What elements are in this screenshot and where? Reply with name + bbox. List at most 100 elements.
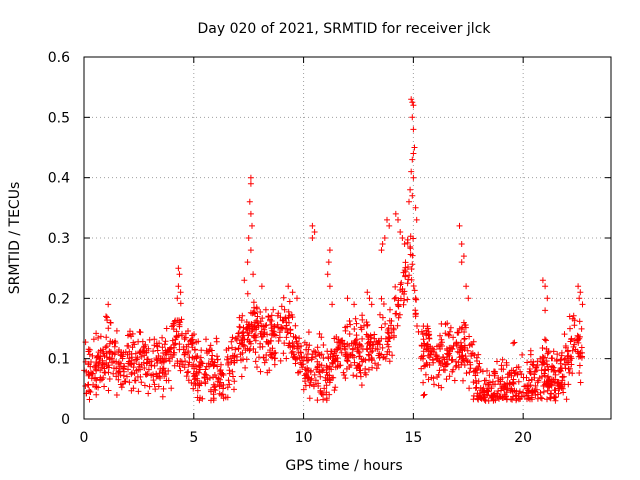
data-point xyxy=(109,350,116,357)
data-point xyxy=(525,387,532,394)
data-point xyxy=(269,345,276,352)
data-point xyxy=(224,384,231,391)
data-point xyxy=(367,332,374,339)
data-point xyxy=(264,338,271,345)
data-point xyxy=(528,376,535,383)
data-point xyxy=(394,322,401,329)
data-point xyxy=(126,355,133,362)
data-point xyxy=(247,210,254,217)
data-point xyxy=(464,358,471,365)
data-point xyxy=(381,235,388,241)
chart-title: Day 020 of 2021, SRMTID for receiver jlc… xyxy=(198,21,492,37)
x-tick-label: 5 xyxy=(189,430,198,446)
data-point xyxy=(488,392,495,399)
data-point xyxy=(259,315,266,322)
data-point xyxy=(384,327,391,333)
data-point xyxy=(430,359,437,366)
x-tick-label: 20 xyxy=(514,430,532,446)
data-point xyxy=(533,364,540,370)
data-point xyxy=(107,319,114,326)
data-point xyxy=(217,370,224,377)
data-point xyxy=(258,322,265,329)
data-point xyxy=(132,356,139,363)
data-point xyxy=(231,357,238,364)
data-point xyxy=(113,373,120,380)
data-point xyxy=(85,346,92,353)
data-point xyxy=(527,370,534,377)
data-point xyxy=(128,371,135,378)
data-point xyxy=(230,373,236,380)
data-point xyxy=(420,392,427,399)
data-point xyxy=(474,390,481,397)
data-point xyxy=(358,356,365,363)
data-point xyxy=(456,349,463,356)
data-point xyxy=(286,298,293,305)
data-point xyxy=(202,379,209,385)
data-point xyxy=(539,345,546,351)
data-point xyxy=(384,216,390,223)
data-point xyxy=(353,365,360,372)
data-point xyxy=(493,393,500,399)
data-point xyxy=(502,383,509,390)
data-point xyxy=(128,387,135,394)
data-point xyxy=(409,192,416,199)
data-point xyxy=(576,318,583,325)
data-point xyxy=(142,371,149,378)
data-point xyxy=(510,340,517,347)
data-point xyxy=(187,337,194,344)
data-point xyxy=(308,375,315,382)
data-point xyxy=(434,374,441,380)
data-point xyxy=(298,353,305,360)
data-point xyxy=(364,289,371,296)
data-point xyxy=(343,357,350,364)
data-point xyxy=(477,395,484,401)
data-point xyxy=(92,366,99,373)
x-tick-label: 0 xyxy=(80,430,89,446)
data-point xyxy=(225,377,232,384)
data-point xyxy=(139,348,146,355)
x-tick-label: 10 xyxy=(295,430,313,446)
data-point xyxy=(337,345,344,352)
data-point xyxy=(405,264,411,270)
data-point xyxy=(154,347,161,354)
data-point xyxy=(213,338,220,345)
data-point xyxy=(348,340,355,347)
data-point xyxy=(174,295,181,302)
data-point xyxy=(159,393,166,400)
data-point xyxy=(570,312,577,319)
data-point xyxy=(280,350,287,357)
data-point xyxy=(507,387,514,394)
data-point xyxy=(405,276,412,283)
data-point xyxy=(247,247,254,254)
data-point xyxy=(241,277,248,284)
data-point xyxy=(251,323,258,330)
data-point xyxy=(388,329,395,336)
data-point xyxy=(503,396,510,403)
data-point xyxy=(90,336,97,343)
data-point xyxy=(304,351,311,357)
data-point xyxy=(198,380,205,387)
data-point xyxy=(363,331,370,338)
data-point xyxy=(513,395,520,402)
data-point xyxy=(339,337,346,344)
data-point xyxy=(231,386,237,393)
data-point xyxy=(182,330,189,337)
data-point xyxy=(537,389,544,396)
data-point xyxy=(577,379,584,386)
data-point xyxy=(550,376,557,383)
data-point xyxy=(562,365,569,372)
data-point xyxy=(534,379,541,386)
data-point xyxy=(397,281,404,288)
data-point xyxy=(463,283,470,290)
data-point xyxy=(199,360,206,367)
data-point xyxy=(235,345,242,352)
data-point xyxy=(173,328,180,335)
data-point xyxy=(135,366,142,373)
data-point xyxy=(165,377,172,384)
data-point xyxy=(292,360,299,367)
data-point xyxy=(105,325,112,332)
data-point xyxy=(193,370,200,377)
data-point xyxy=(468,353,475,359)
data-point xyxy=(547,394,553,401)
data-point xyxy=(237,324,243,331)
